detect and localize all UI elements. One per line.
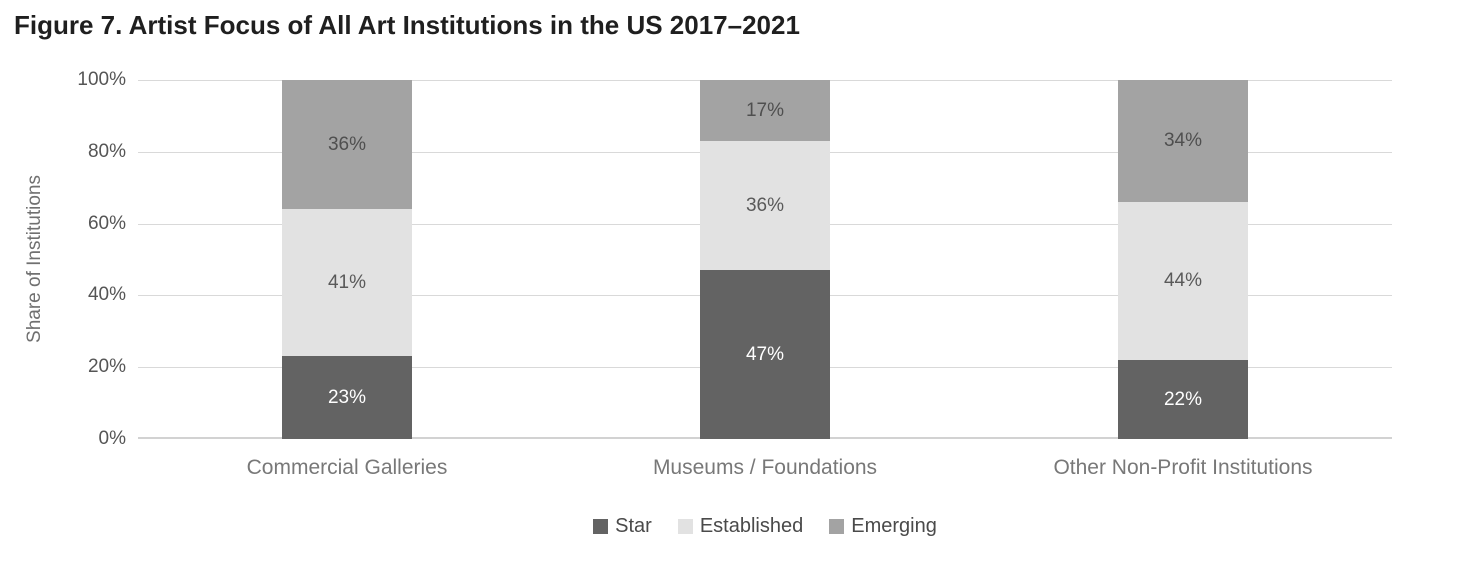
y-tick-label: 60% — [87, 212, 126, 234]
plot-area: 23% 41% 36% 47% 36% 17% 22% 44% 34% — [138, 80, 1392, 439]
bar-segment: 23% — [282, 356, 412, 439]
y-tick-label: 20% — [87, 356, 126, 378]
bar-segment: 41% — [282, 209, 412, 357]
chart-title: Figure 7. Artist Focus of All Art Instit… — [14, 10, 800, 40]
legend-swatch-icon — [677, 519, 693, 534]
y-tick-label: 40% — [87, 284, 126, 306]
bar-value-label: 17% — [745, 99, 785, 121]
x-axis-category-labels: Commercial Galleries Museums / Foundation… — [138, 456, 1392, 480]
legend-label: Established — [699, 515, 804, 537]
bar-segment: 47% — [700, 270, 830, 439]
bar-value-label: 41% — [327, 271, 367, 293]
bar-value-label: 36% — [745, 194, 785, 216]
y-tick-label: 0% — [98, 428, 126, 449]
category-label: Other Non-Profit Institutions — [1053, 456, 1313, 479]
bar-segment: 34% — [1118, 80, 1248, 203]
legend-item: Established — [677, 515, 804, 538]
category-label: Commercial Galleries — [246, 456, 448, 479]
legend-swatch-icon — [593, 519, 609, 534]
legend-item: Emerging — [829, 515, 937, 538]
y-tick-label: 80% — [87, 140, 126, 162]
bar-value-label: 34% — [1163, 130, 1203, 152]
legend-swatch-icon — [829, 519, 845, 534]
bar-segment: 36% — [282, 80, 412, 210]
y-axis-tick-labels: 0% 20% 40% 60% 80% 100% — [0, 69, 126, 449]
bar-segment: 44% — [1118, 202, 1248, 361]
legend-label: Emerging — [851, 515, 937, 537]
legend-item: Star — [593, 515, 652, 538]
legend: Star Established Emerging — [138, 515, 1392, 538]
bar-segment: 36% — [700, 141, 830, 271]
bar-value-label: 22% — [1163, 388, 1203, 410]
category-label: Museums / Foundations — [652, 456, 878, 479]
bar-segment: 22% — [1118, 360, 1248, 439]
bar-value-label: 47% — [745, 343, 785, 365]
legend-label: Star — [615, 515, 652, 537]
bar-value-label: 23% — [327, 386, 367, 408]
bar-value-label: 44% — [1163, 270, 1203, 292]
bar-segment: 17% — [700, 80, 830, 142]
y-tick-label: 100% — [77, 69, 126, 90]
bar-value-label: 36% — [327, 133, 367, 155]
